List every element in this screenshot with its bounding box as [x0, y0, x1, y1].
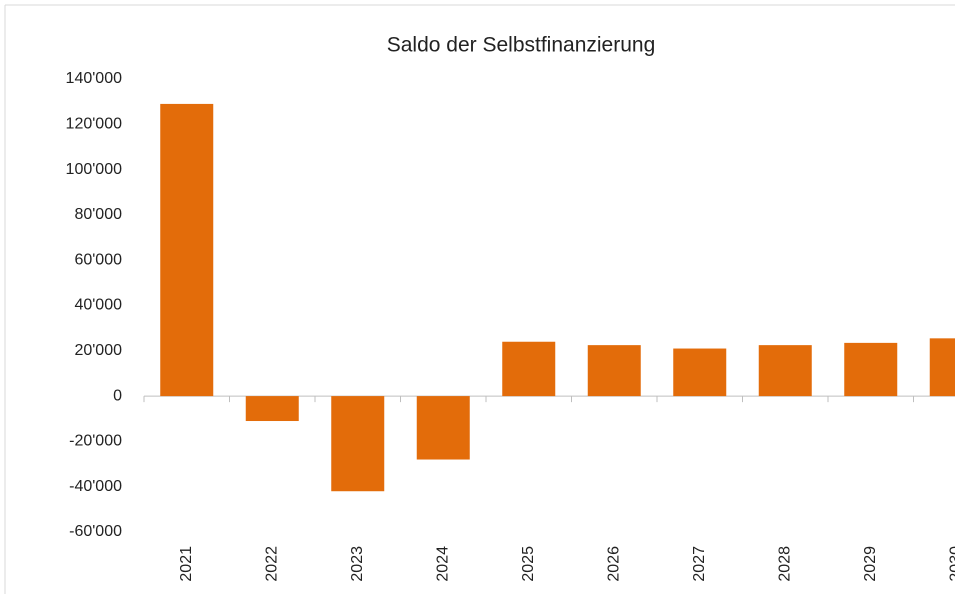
bar: [758, 345, 812, 397]
chart-title: Saldo der Selbstfinanzierung: [387, 34, 656, 57]
bar: [673, 348, 727, 397]
y-tick-label: 60'000: [74, 251, 122, 268]
x-tick-label: 2024: [434, 546, 451, 582]
x-tick-label: 2030: [947, 546, 955, 582]
x-tick-label: 2027: [691, 546, 708, 582]
bar: [160, 103, 214, 397]
y-tick-label: -60'000: [69, 523, 122, 540]
y-tick-label: -40'000: [69, 478, 122, 495]
bar: [502, 341, 556, 397]
y-tick-label: 20'000: [74, 342, 122, 359]
x-tick-label: 2022: [263, 546, 280, 582]
bar: [844, 342, 898, 397]
x-tick-label: 2028: [776, 546, 793, 582]
x-tick-label: 2029: [862, 546, 879, 582]
y-tick-label: 0: [113, 387, 122, 404]
x-tick-label: 2023: [349, 546, 366, 582]
y-tick-label: 120'000: [66, 116, 123, 133]
bar: [331, 396, 385, 492]
bar: [929, 338, 955, 397]
bar: [587, 345, 641, 397]
y-tick-label: 140'000: [66, 70, 123, 87]
bar: [245, 396, 299, 422]
bar: [416, 396, 470, 460]
y-tick-label: -20'000: [69, 433, 122, 450]
y-tick-label: 100'000: [66, 161, 123, 178]
x-tick-label: 2025: [520, 546, 537, 582]
y-tick-label: 80'000: [74, 206, 122, 223]
y-tick-label: 40'000: [74, 297, 122, 314]
x-tick-label: 2026: [605, 546, 622, 582]
x-tick-label: 2021: [178, 546, 195, 582]
